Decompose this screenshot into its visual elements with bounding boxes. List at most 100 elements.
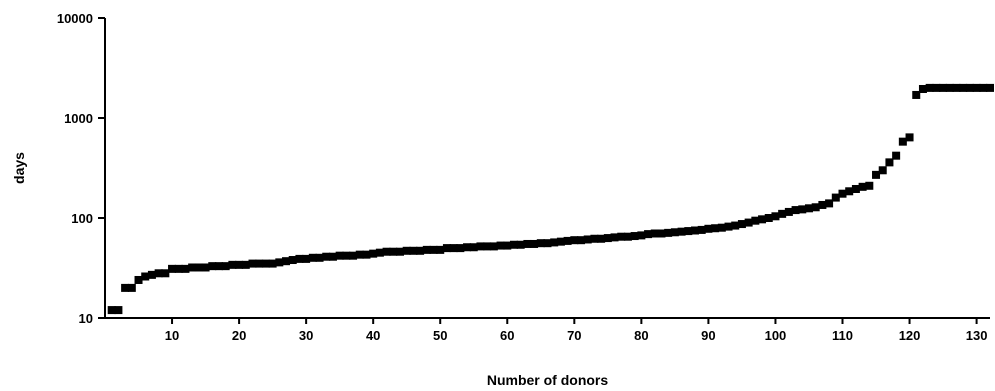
data-point: [422, 245, 431, 254]
data-point: [939, 83, 948, 92]
data-point: [147, 270, 156, 279]
x-tick-label: 80: [634, 328, 648, 343]
data-point: [825, 199, 834, 208]
data-point: [315, 253, 324, 262]
data-point: [288, 256, 297, 265]
data-point: [851, 184, 860, 193]
data-point: [959, 83, 968, 92]
data-point: [972, 83, 981, 92]
data-point: [577, 236, 586, 245]
data-point: [349, 251, 358, 260]
data-point: [302, 254, 311, 263]
data-point: [758, 215, 767, 224]
data-point: [429, 245, 438, 254]
data-point: [436, 245, 445, 254]
data-point: [107, 306, 116, 315]
x-tick-label: 60: [500, 328, 514, 343]
data-point: [965, 83, 974, 92]
data-point: [724, 222, 733, 231]
data-point: [543, 239, 552, 248]
x-tick-label: 120: [899, 328, 921, 343]
data-point: [657, 229, 666, 238]
data-point: [181, 264, 190, 273]
data-point: [945, 83, 954, 92]
data-point: [791, 206, 800, 215]
data-point: [396, 247, 404, 256]
data-point: [134, 275, 143, 284]
data-point: [221, 262, 230, 271]
data-point: [442, 244, 451, 253]
data-point: [509, 240, 518, 249]
data-point: [590, 234, 599, 243]
data-point: [469, 243, 478, 252]
data-point: [168, 264, 177, 273]
data-point: [476, 242, 485, 251]
data-point: [342, 251, 351, 260]
x-tick-label: 90: [701, 328, 715, 343]
data-point: [644, 230, 653, 239]
data-point: [154, 269, 163, 278]
data-point: [731, 221, 740, 230]
data-point: [711, 224, 720, 233]
data-point: [697, 225, 706, 234]
x-ticks: 10 20 30 40 50 60 70 80 90 100 110 120 130: [165, 318, 987, 343]
data-point: [563, 236, 572, 245]
data-point: [630, 232, 639, 241]
x-tick-label: 50: [433, 328, 447, 343]
data-point: [751, 216, 760, 225]
data-point: [912, 90, 921, 99]
x-tick-label: 30: [299, 328, 313, 343]
data-point: [583, 235, 592, 244]
data-point: [127, 283, 136, 292]
data-point: [858, 182, 867, 191]
data-point: [161, 269, 170, 278]
data-point: [704, 224, 713, 233]
data-point: [831, 193, 840, 202]
data-point: [804, 204, 813, 213]
data-point: [241, 260, 250, 269]
data-point: [811, 203, 820, 212]
data-point: [925, 83, 934, 92]
x-tick-label: 20: [232, 328, 246, 343]
data-point: [523, 239, 532, 248]
data-point: [530, 239, 539, 248]
data-point: [979, 83, 988, 92]
data-point: [496, 241, 505, 250]
x-tick-label: 110: [832, 328, 853, 343]
data-point: [905, 133, 914, 142]
data-point: [483, 242, 492, 251]
data-point: [778, 209, 787, 218]
data-point: [248, 259, 257, 268]
data-point: [617, 232, 626, 241]
axes: [104, 18, 990, 319]
data-point: [986, 83, 994, 92]
data-point: [550, 238, 559, 247]
data-point: [188, 263, 197, 272]
data-point: [308, 253, 317, 262]
data-point: [838, 189, 847, 198]
data-point: [677, 227, 686, 236]
data-point: [570, 236, 579, 245]
data-point: [409, 246, 418, 255]
data-point: [322, 252, 331, 261]
data-point: [932, 83, 941, 92]
x-tick-label: 100: [765, 328, 787, 343]
data-point: [556, 237, 565, 246]
data-point: [637, 231, 646, 240]
data-point: [362, 250, 371, 259]
data-point: [503, 241, 512, 250]
data-point: [670, 228, 679, 237]
y-tick-label: 1000: [64, 111, 93, 126]
x-tick-label: 10: [165, 328, 179, 343]
data-point: [764, 214, 773, 222]
data-point: [208, 262, 217, 271]
data-point: [235, 260, 244, 269]
data-point: [456, 244, 465, 253]
data-point: [516, 240, 525, 249]
data-point: [369, 249, 378, 258]
data-point: [664, 228, 673, 237]
y-tick-label: 100: [71, 211, 93, 226]
data-point: [610, 233, 619, 242]
data-point: [865, 181, 874, 190]
data-point: [261, 259, 270, 268]
